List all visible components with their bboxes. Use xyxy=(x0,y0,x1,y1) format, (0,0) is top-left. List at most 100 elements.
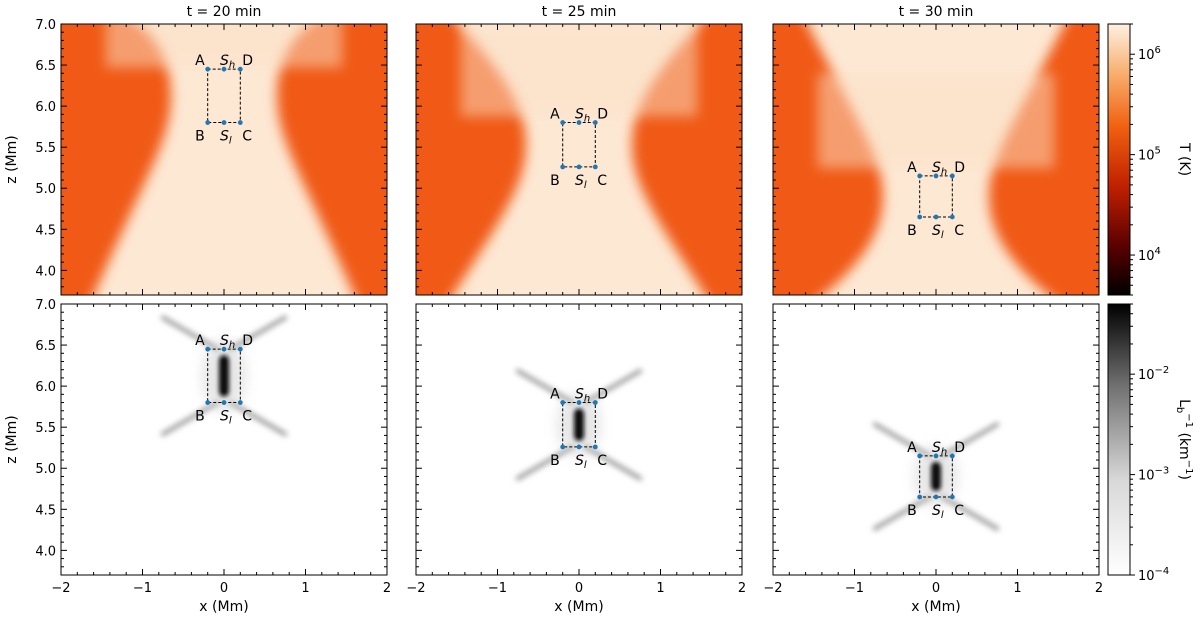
point-C xyxy=(592,164,598,170)
point-D xyxy=(949,173,955,179)
point-D xyxy=(592,120,598,125)
panel-title: t = 30 min xyxy=(899,4,974,20)
ticks xyxy=(772,303,1100,576)
colorbar-temperature: 104 105 106 T (K) xyxy=(1107,23,1192,296)
colorbar-label: Lb−1 (km−1) xyxy=(1174,399,1194,480)
point-Sh xyxy=(576,400,582,405)
colorbar-label: T (K) xyxy=(1176,142,1192,176)
label-Sl: Sl xyxy=(932,503,944,521)
y-tick-label: 6.5 xyxy=(35,59,56,74)
point-Sl xyxy=(576,164,582,170)
label-A: A xyxy=(907,160,917,176)
x-tick-label: 1 xyxy=(1013,581,1021,596)
y-tick-label: 6.0 xyxy=(35,380,56,395)
current-sheet xyxy=(219,355,229,397)
label-Sl: Sl xyxy=(575,173,587,191)
x-tick-label: −2 xyxy=(763,581,782,596)
y-axis-label: z (Mm) xyxy=(4,135,20,183)
y-tick-label: 5.5 xyxy=(35,421,56,436)
label-B: B xyxy=(195,129,205,145)
label-A: A xyxy=(550,387,560,403)
colorbar-tick-label: 10−4 xyxy=(1138,566,1169,584)
point-B xyxy=(205,400,211,405)
label-C: C xyxy=(954,503,964,519)
point-D xyxy=(237,66,243,72)
x-tick-label: 2 xyxy=(383,581,391,596)
y-tick-label: 6.5 xyxy=(35,339,56,354)
y-tick-label: 7.0 xyxy=(35,18,56,33)
point-A xyxy=(917,453,923,459)
x-tick-label: −2 xyxy=(406,581,425,596)
point-C xyxy=(949,494,955,500)
y-tick-label: 5.0 xyxy=(35,182,56,197)
current-sheet xyxy=(574,408,584,441)
label-A: A xyxy=(195,333,205,349)
label-C: C xyxy=(242,409,252,425)
label-B: B xyxy=(550,173,560,189)
heatmap-image xyxy=(61,24,387,295)
colorbar-tick-label: 104 xyxy=(1138,246,1161,264)
ticks xyxy=(415,303,743,576)
hot-wings xyxy=(61,24,387,295)
point-D xyxy=(237,346,243,352)
point-Sh xyxy=(221,346,227,352)
heatmap-image xyxy=(416,24,742,295)
current-sheet xyxy=(931,461,941,491)
label-Sl: Sl xyxy=(220,409,232,427)
label-A: A xyxy=(195,53,205,69)
ticks xyxy=(772,23,1100,296)
x-axis-label: x (Mm) xyxy=(911,599,960,615)
point-A xyxy=(205,346,211,352)
colorbar-gradient xyxy=(1107,23,1131,296)
separatrix-arms xyxy=(160,315,288,437)
point-Sl xyxy=(221,400,227,405)
x-tick-label: 0 xyxy=(932,581,940,596)
point-Sl xyxy=(933,214,939,220)
y-tick-label: 4.5 xyxy=(35,503,56,518)
label-Sl: Sl xyxy=(932,223,944,241)
x-tick-label: 0 xyxy=(575,581,583,596)
colorbar-current: 10−4 10−3 10−2 Lb−1 (km−1) xyxy=(1107,303,1194,584)
label-B: B xyxy=(907,503,917,519)
label-Sl: Sl xyxy=(220,129,232,147)
y-tick-label: 6.0 xyxy=(35,100,56,115)
point-B xyxy=(560,164,566,170)
colorbar-tick-label: 10−2 xyxy=(1138,365,1169,383)
x-tick-label: −1 xyxy=(488,581,507,596)
x-tick-label: 0 xyxy=(220,581,228,596)
point-A xyxy=(205,66,211,72)
label-C: C xyxy=(242,129,252,145)
colorbar-tick-label: 105 xyxy=(1138,146,1161,164)
point-A xyxy=(917,173,923,179)
separatrix-arms xyxy=(872,422,1000,531)
point-C xyxy=(237,120,243,125)
label-A: A xyxy=(550,107,560,123)
point-D xyxy=(592,400,598,405)
point-C xyxy=(592,444,598,450)
y-axis-label: z (Mm) xyxy=(4,415,20,463)
heatmap-image xyxy=(773,24,1099,295)
point-A xyxy=(560,120,566,125)
colorbar-tick-label: 106 xyxy=(1138,45,1161,63)
point-Sl xyxy=(933,494,939,500)
x-axis-label: x (Mm) xyxy=(554,599,603,615)
label-Sl: Sl xyxy=(575,453,587,471)
label-D: D xyxy=(954,440,965,456)
y-tick-label: 5.0 xyxy=(35,462,56,477)
point-C xyxy=(237,400,243,405)
ticks xyxy=(415,23,743,296)
heatmap-image xyxy=(773,304,1099,575)
panel-title: t = 25 min xyxy=(542,4,617,20)
label-C: C xyxy=(597,173,607,189)
point-Sh xyxy=(221,66,227,72)
point-Sl xyxy=(576,444,582,450)
y-tick-label: 4.5 xyxy=(35,223,56,238)
x-axis-label: x (Mm) xyxy=(199,599,248,615)
x-tick-label: 1 xyxy=(301,581,309,596)
